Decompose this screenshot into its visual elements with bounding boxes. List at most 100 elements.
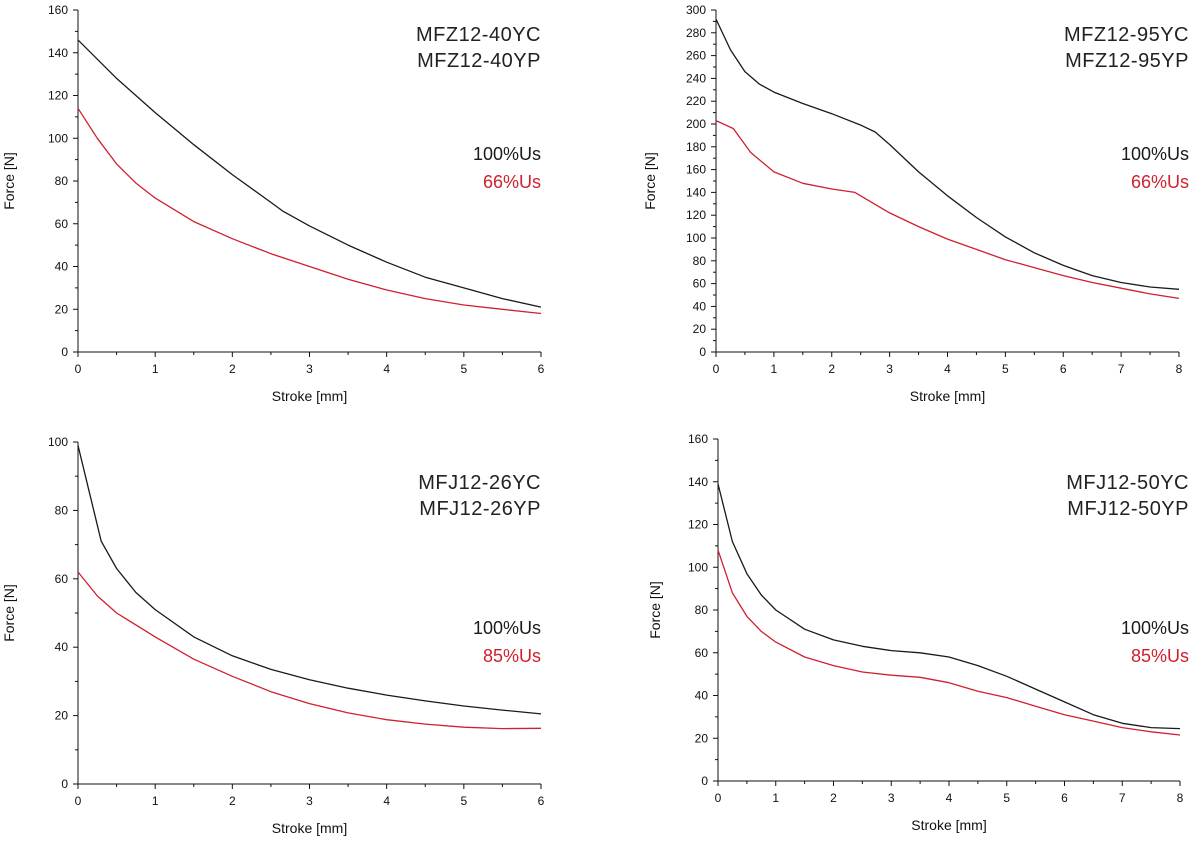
x-tick-label: 1 <box>152 362 159 376</box>
y-tick-label: 60 <box>695 646 709 660</box>
legend-label: 100%Us <box>1121 144 1189 164</box>
series-line-full-voltage <box>77 39 542 308</box>
y-tick-label: 100 <box>48 435 68 449</box>
y-tick-label: 0 <box>701 774 708 788</box>
y-tick-label: 80 <box>55 503 69 517</box>
y-tick-label: 100 <box>48 131 68 145</box>
chart-2: 0204060801001201401601802002202402602803… <box>642 3 1189 404</box>
x-tick-label: 1 <box>771 362 778 376</box>
x-tick-label: 5 <box>460 794 467 808</box>
x-tick-label: 0 <box>715 791 722 805</box>
model-label: MFJ12-50YP <box>1067 498 1189 520</box>
y-tick-label: 40 <box>55 260 69 274</box>
y-axis-label: Force [N] <box>1 584 17 642</box>
x-tick-label: 8 <box>1176 362 1183 376</box>
legend-label: 100%Us <box>473 618 541 638</box>
y-tick-label: 0 <box>61 777 68 791</box>
y-tick-label: 80 <box>695 603 709 617</box>
x-tick-label: 3 <box>888 791 895 805</box>
series-line-full-voltage <box>715 18 1180 290</box>
y-axis-label: Force [N] <box>647 581 663 639</box>
y-tick-label: 260 <box>686 49 706 63</box>
y-tick-label: 20 <box>55 302 69 316</box>
y-tick-label: 80 <box>693 254 707 268</box>
model-label: MFJ12-50YC <box>1066 472 1189 494</box>
x-tick-label: 6 <box>538 794 545 808</box>
x-tick-label: 1 <box>152 794 159 808</box>
x-tick-label: 3 <box>886 362 893 376</box>
series-line-reduced-voltage <box>717 549 1181 736</box>
y-tick-label: 40 <box>695 689 709 703</box>
x-tick-label: 3 <box>306 362 313 376</box>
y-tick-label: 300 <box>686 3 706 17</box>
x-tick-label: 6 <box>1061 791 1068 805</box>
y-tick-label: 0 <box>699 345 706 359</box>
y-tick-label: 120 <box>686 208 706 222</box>
y-tick-label: 0 <box>61 345 68 359</box>
y-tick-label: 20 <box>695 731 709 745</box>
y-tick-label: 20 <box>55 709 69 723</box>
chart-4: 0 20 40 60 80 100 120 140 160 0 1 2 3 4 5 6 7 8 Stroke [mm… <box>647 432 1189 833</box>
y-tick-label: 160 <box>686 163 706 177</box>
y-tick-label: 60 <box>55 217 69 231</box>
y-tick-label: 120 <box>688 518 708 532</box>
y-tick-label: 180 <box>686 140 706 154</box>
y-axis-label: Force [N] <box>1 152 17 210</box>
y-tick-label: 100 <box>686 231 706 245</box>
x-tick-label: 4 <box>946 791 953 805</box>
x-tick-label: 6 <box>538 362 545 376</box>
y-axis-label: Force [N] <box>642 152 658 210</box>
y-tick-label: 140 <box>686 185 706 199</box>
model-label: MFJ12-26YP <box>419 498 541 520</box>
y-tick-label: 140 <box>48 46 68 60</box>
model-label: MFZ12-95YC <box>1064 24 1189 46</box>
y-tick-label: 60 <box>55 572 69 586</box>
y-tick-label: 160 <box>48 3 68 17</box>
x-tick-label: 8 <box>1177 791 1184 805</box>
chart-3: 0 20 40 60 80 100 0 1 2 3 4 5 6 Stroke [mm] Force [N] M… <box>1 435 545 836</box>
x-axis-label: Stroke [mm] <box>910 388 985 404</box>
legend-label: 66%Us <box>483 172 541 192</box>
y-tick-label: 100 <box>688 560 708 574</box>
y-tick-label: 60 <box>693 277 707 291</box>
chart-1: 0 20 40 60 80 100 120 140 160 0 1 2 3 4 5 6 Stroke [mm] F… <box>1 3 545 404</box>
x-tick-label: 1 <box>772 791 779 805</box>
x-tick-label: 5 <box>1002 362 1009 376</box>
x-axis-label: Stroke [mm] <box>272 388 347 404</box>
model-label: MFZ12-40YC <box>416 24 541 46</box>
y-tick-label: 20 <box>693 322 707 336</box>
model-label: MFJ12-26YC <box>418 472 541 494</box>
x-tick-label: 5 <box>1003 791 1010 805</box>
series-line-full-voltage <box>717 483 1181 730</box>
x-tick-label: 0 <box>75 362 82 376</box>
series-line-reduced-voltage <box>77 571 542 730</box>
y-tick-label: 80 <box>55 174 69 188</box>
legend-label: 100%Us <box>473 144 541 164</box>
x-tick-label: 2 <box>828 362 835 376</box>
x-axis-label: Stroke [mm] <box>272 820 347 836</box>
y-tick-label: 120 <box>48 89 68 103</box>
x-tick-label: 4 <box>944 362 951 376</box>
x-tick-label: 4 <box>383 362 390 376</box>
y-tick-label: 200 <box>686 117 706 131</box>
y-tick-label: 40 <box>693 299 707 313</box>
x-tick-label: 7 <box>1118 362 1125 376</box>
x-tick-label: 2 <box>229 362 236 376</box>
x-tick-label: 7 <box>1119 791 1126 805</box>
legend-label: 66%Us <box>1131 172 1189 192</box>
y-tick-label: 240 <box>686 71 706 85</box>
x-tick-label: 0 <box>713 362 720 376</box>
x-tick-label: 2 <box>229 794 236 808</box>
model-label: MFZ12-95YP <box>1065 50 1189 72</box>
series-line-full-voltage <box>77 445 542 715</box>
y-tick-label: 220 <box>686 94 706 108</box>
x-tick-label: 4 <box>383 794 390 808</box>
y-tick-label: 280 <box>686 26 706 40</box>
model-label: MFZ12-40YP <box>417 50 541 72</box>
x-tick-label: 2 <box>830 791 837 805</box>
legend-label: 85%Us <box>483 646 541 666</box>
x-tick-label: 5 <box>460 362 467 376</box>
legend-label: 85%Us <box>1131 646 1189 666</box>
y-tick-label: 40 <box>55 640 69 654</box>
